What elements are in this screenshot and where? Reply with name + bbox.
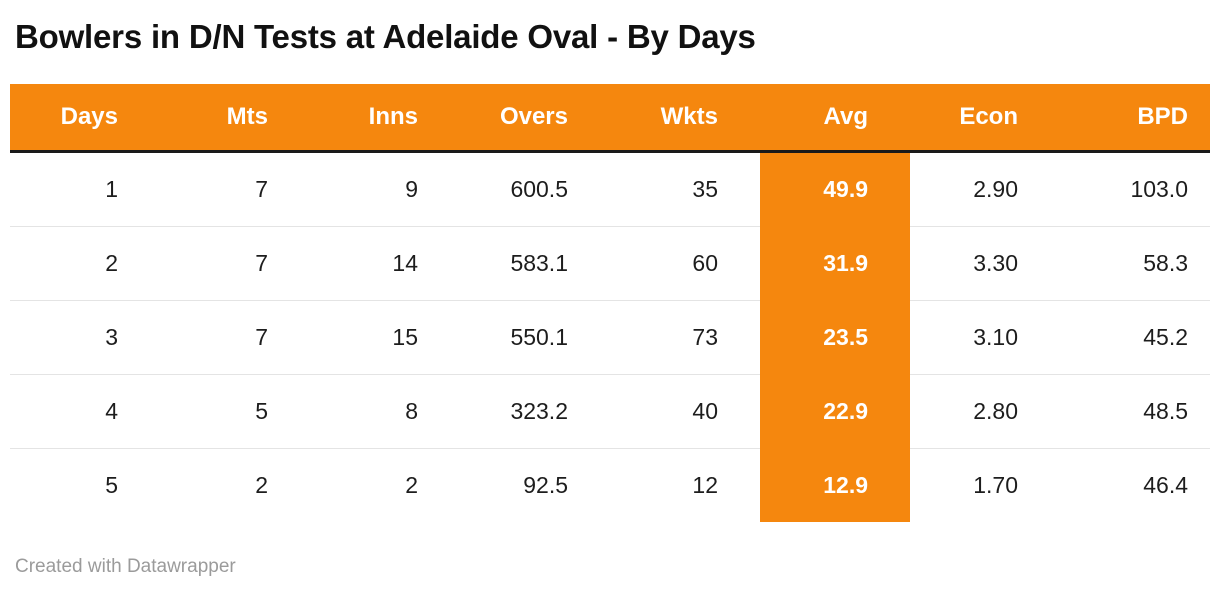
table-cell-avg-highlight: 49.9 [760, 151, 910, 228]
data-table: Days Mts Inns Overs Wkts Avg Econ BPD 1 … [10, 84, 1210, 523]
table-cell-avg-highlight: 31.9 [760, 226, 910, 302]
table-cell: 73 [610, 300, 760, 376]
table-cell: 3.10 [910, 300, 1060, 376]
table-cell: 5 [160, 374, 310, 450]
table-cell-avg-highlight: 12.9 [760, 448, 910, 523]
table-cell: 2 [255, 472, 268, 499]
table-cell: 1.70 [973, 472, 1018, 499]
table-cell: 35 [610, 151, 760, 228]
table-header-row: Days Mts Inns Overs Wkts Avg Econ BPD [10, 84, 1210, 154]
column-header-econ: Econ [910, 84, 1060, 154]
page-title: Bowlers in D/N Tests at Adelaide Oval - … [15, 18, 756, 55]
table-cell: 8 [310, 374, 460, 450]
column-header-wkts: Wkts [610, 84, 760, 154]
table-cell: 5 [105, 472, 118, 499]
table-cell: 58.3 [1060, 226, 1210, 302]
table-cell: 46.4 [1143, 472, 1188, 499]
table-cell-avg-highlight: 22.9 [760, 374, 910, 450]
table-cell: 92.5 [523, 472, 568, 499]
table-cell: 600.5 [460, 151, 610, 228]
table-cell: 4 [10, 374, 160, 450]
table-cell: 45.2 [1060, 300, 1210, 376]
table-row: 3 7 15 550.1 73 23.5 3.10 45.2 [10, 300, 1210, 376]
column-header-overs: Overs [460, 84, 610, 154]
table-cell: 583.1 [460, 226, 610, 302]
table-cell: 2 [10, 226, 160, 302]
chart-container: Bowlers in D/N Tests at Adelaide Oval - … [0, 16, 1220, 616]
table-cell: 12 [692, 472, 718, 499]
table-cell: 9 [310, 151, 460, 228]
attribution-text: Created with Datawrapper [15, 556, 236, 578]
table-cell: 550.1 [460, 300, 610, 376]
table-cell: 3 [10, 300, 160, 376]
column-header-days: Days [10, 84, 160, 154]
table-cell: 14 [310, 226, 460, 302]
table-cell: 3.30 [910, 226, 1060, 302]
table-cell: 60 [610, 226, 760, 302]
column-header-bpd: BPD [1060, 84, 1210, 154]
table-row: 5 2 2 92.5 12 12.9 1.70 46.4 [10, 448, 1210, 523]
table-cell: 7 [160, 300, 310, 376]
table-row: 1 7 9 600.5 35 49.9 2.90 103.0 [10, 151, 1210, 228]
table-cell: 7 [160, 226, 310, 302]
table-cell: 48.5 [1060, 374, 1210, 450]
table-cell: 1 [10, 151, 160, 228]
table-cell: 2.90 [910, 151, 1060, 228]
table-cell-avg-highlight: 23.5 [760, 300, 910, 376]
table-cell: 323.2 [460, 374, 610, 450]
table-row: 2 7 14 583.1 60 31.9 3.30 58.3 [10, 226, 1210, 302]
table-cell: 103.0 [1060, 151, 1210, 228]
column-header-mts: Mts [160, 84, 310, 154]
table-row: 4 5 8 323.2 40 22.9 2.80 48.5 [10, 374, 1210, 450]
column-header-inns: Inns [310, 84, 460, 154]
table-cell: 40 [610, 374, 760, 450]
table-cell: 7 [160, 151, 310, 228]
table-cell: 2.80 [910, 374, 1060, 450]
table-cell: 2 [405, 472, 418, 499]
column-header-avg: Avg [760, 84, 910, 154]
table-cell: 15 [310, 300, 460, 376]
